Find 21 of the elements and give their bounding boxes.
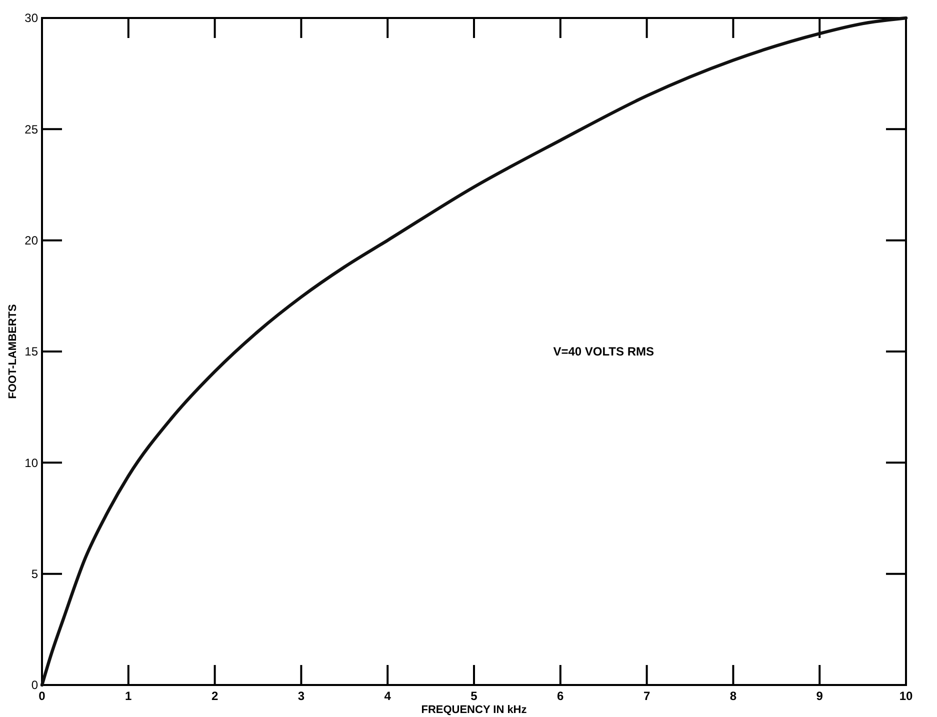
line-series [40,16,908,687]
annotation: V=40 VOLTS RMS [553,344,654,359]
x-tick-label: 2 [211,689,218,703]
y-tick-label: 5 [31,567,38,582]
y-tick-label: 25 [24,122,38,136]
x-axis-title: FREQUENCY IN kHz [421,704,528,716]
x-tick-label: 7 [643,689,650,703]
y-axis-title: FOOT-LAMBERTS [7,304,19,399]
x-tick-label: 6 [557,689,564,703]
y-tick-label: 10 [24,456,38,470]
x-tick-label: 4 [384,689,392,703]
y-tick-label: 30 [24,11,38,26]
y-tick-label: 15 [24,344,38,359]
x-tick-label: 5 [470,689,478,703]
y-tick-label: 0 [31,678,38,692]
y-tick-label: 20 [24,234,38,248]
x-tick-label: 3 [298,689,305,703]
x-tick-label: 10 [899,689,913,703]
x-tick-label: 8 [730,689,737,703]
x-tick-label: 9 [816,689,824,703]
x-tick-label: 1 [125,689,132,703]
